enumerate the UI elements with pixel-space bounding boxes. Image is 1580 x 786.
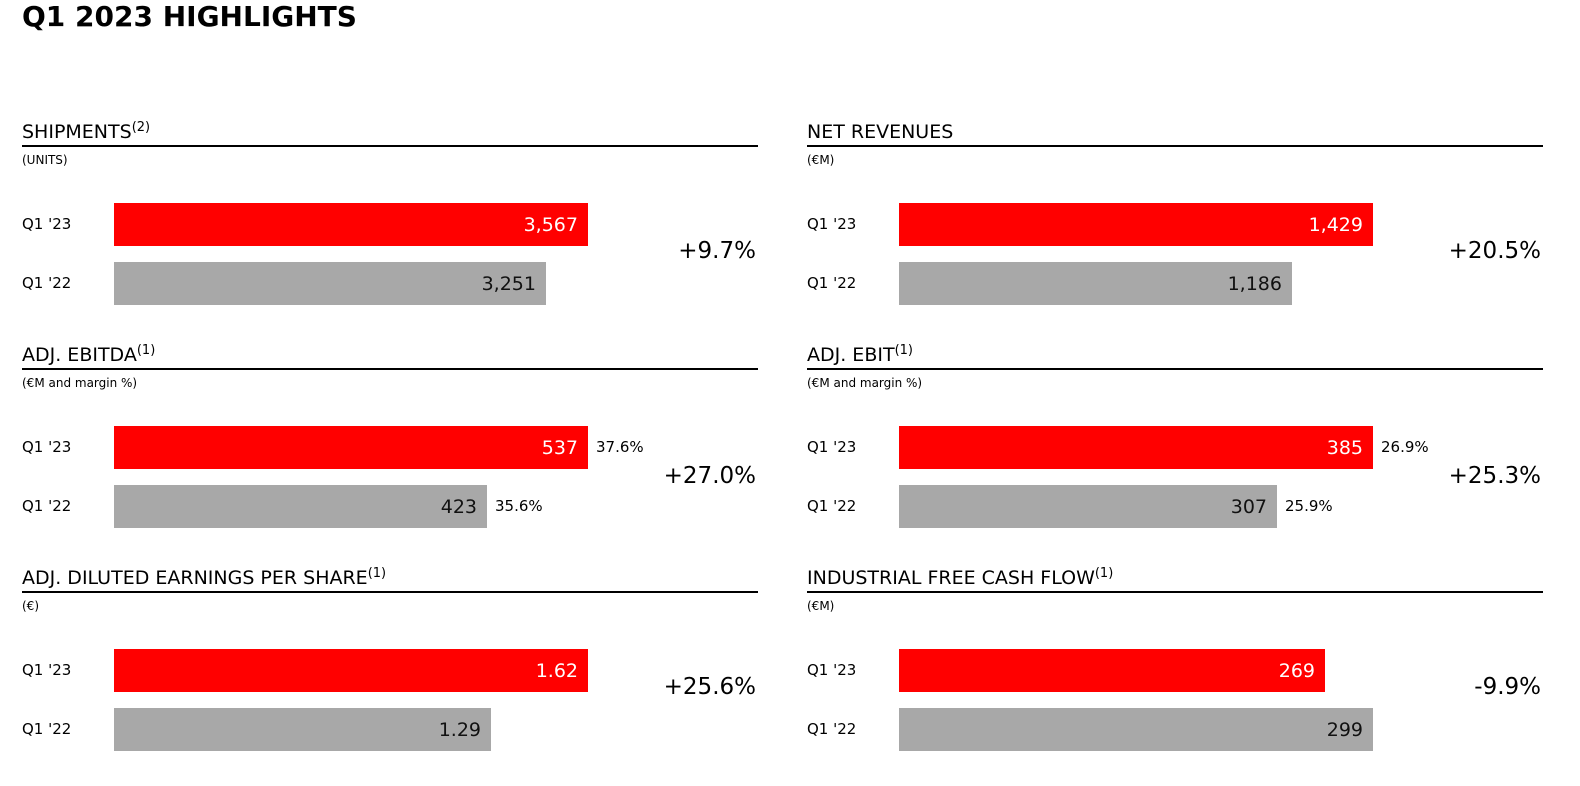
panel-header: NET REVENUES bbox=[807, 120, 1543, 147]
kpi-panel: ADJ. EBITDA(1) (€M and margin %) Q1 '23 537… bbox=[22, 343, 758, 563]
bar-value-label: 537 bbox=[541, 437, 578, 459]
bar-value-label: 1.29 bbox=[438, 719, 481, 741]
category-label: Q1 '23 bbox=[22, 661, 72, 679]
panel-title-text: ADJ. EBIT bbox=[807, 344, 895, 366]
yoy-change: -9.9% bbox=[1474, 674, 1541, 700]
bar-prior-year: 307 bbox=[899, 485, 1277, 528]
bar-prior-year: 423 bbox=[114, 485, 487, 528]
panel-title-text: INDUSTRIAL FREE CASH FLOW bbox=[807, 567, 1095, 589]
category-label: Q1 '22 bbox=[807, 497, 857, 515]
panel-title: SHIPMENTS(2) bbox=[22, 121, 150, 143]
panel-unit: (€M) bbox=[807, 599, 835, 613]
bar-current-year: 385 bbox=[899, 426, 1373, 469]
bar-value-label: 1,429 bbox=[1308, 214, 1363, 236]
yoy-change: +9.7% bbox=[678, 238, 756, 264]
panel-unit: (UNITS) bbox=[22, 153, 68, 167]
panel-title: ADJ. DILUTED EARNINGS PER SHARE(1) bbox=[22, 567, 386, 589]
panel-title: NET REVENUES bbox=[807, 121, 953, 143]
panel-header: ADJ. DILUTED EARNINGS PER SHARE(1) bbox=[22, 566, 758, 593]
panel-title-text: ADJ. EBITDA bbox=[22, 344, 137, 366]
margin-label: 35.6% bbox=[495, 497, 543, 515]
footnote-marker: (1) bbox=[136, 343, 156, 358]
panel-title: ADJ. EBITDA(1) bbox=[22, 344, 155, 366]
yoy-change: +25.6% bbox=[663, 674, 756, 700]
bar-current-year: 537 bbox=[114, 426, 588, 469]
bar-value-label: 385 bbox=[1326, 437, 1363, 459]
bar-current-year: 1,429 bbox=[899, 203, 1373, 246]
bar-value-label: 269 bbox=[1278, 660, 1315, 682]
bar-current-year: 269 bbox=[899, 649, 1325, 692]
kpi-panel: ADJ. EBIT(1) (€M and margin %) Q1 '23 385 26… bbox=[807, 343, 1543, 563]
bar-current-year: 1.62 bbox=[114, 649, 588, 692]
category-label: Q1 '22 bbox=[807, 274, 857, 292]
category-label: Q1 '23 bbox=[807, 215, 857, 233]
bar-value-label: 423 bbox=[440, 496, 477, 518]
panel-unit: (€M and margin %) bbox=[807, 376, 923, 390]
category-label: Q1 '23 bbox=[807, 661, 857, 679]
category-label: Q1 '22 bbox=[807, 720, 857, 738]
kpi-panel: INDUSTRIAL FREE CASH FLOW(1) (€M) Q1 '23 26… bbox=[807, 566, 1543, 786]
panel-title: ADJ. EBIT(1) bbox=[807, 344, 913, 366]
panel-title: INDUSTRIAL FREE CASH FLOW(1) bbox=[807, 567, 1113, 589]
category-label: Q1 '23 bbox=[22, 438, 72, 456]
panel-header: ADJ. EBITDA(1) bbox=[22, 343, 758, 370]
category-label: Q1 '23 bbox=[22, 215, 72, 233]
bar-prior-year: 1,186 bbox=[899, 262, 1292, 305]
yoy-change: +20.5% bbox=[1448, 238, 1541, 264]
category-label: Q1 '22 bbox=[22, 274, 72, 292]
kpi-panel: NET REVENUES (€M) Q1 '23 1,429 Q1 '22 1,186 +2… bbox=[807, 120, 1543, 340]
panel-title-text: SHIPMENTS bbox=[22, 121, 132, 143]
yoy-change: +25.3% bbox=[1448, 463, 1541, 489]
kpi-panel: ADJ. DILUTED EARNINGS PER SHARE(1) (€) Q1 … bbox=[22, 566, 758, 786]
panel-title-text: ADJ. DILUTED EARNINGS PER SHARE bbox=[22, 567, 368, 589]
margin-label: 26.9% bbox=[1381, 438, 1429, 456]
panel-unit: (€M and margin %) bbox=[22, 376, 138, 390]
footnote-marker: (1) bbox=[1094, 566, 1114, 581]
panel-unit: (€M) bbox=[807, 153, 835, 167]
category-label: Q1 '22 bbox=[22, 720, 72, 738]
bar-value-label: 3,567 bbox=[523, 214, 578, 236]
bar-value-label: 307 bbox=[1230, 496, 1267, 518]
yoy-change: +27.0% bbox=[663, 463, 756, 489]
category-label: Q1 '23 bbox=[807, 438, 857, 456]
panel-unit: (€) bbox=[22, 599, 39, 613]
panel-header: ADJ. EBIT(1) bbox=[807, 343, 1543, 370]
bar-prior-year: 3,251 bbox=[114, 262, 546, 305]
bar-prior-year: 299 bbox=[899, 708, 1373, 751]
bar-prior-year: 1.29 bbox=[114, 708, 491, 751]
footnote-marker: (2) bbox=[131, 120, 151, 135]
footnote-marker: (1) bbox=[894, 343, 913, 358]
category-label: Q1 '22 bbox=[22, 497, 72, 515]
bar-value-label: 3,251 bbox=[481, 273, 536, 295]
bar-value-label: 299 bbox=[1326, 719, 1363, 741]
kpi-panel: SHIPMENTS(2) (UNITS) Q1 '23 3,567 Q1 '22 3,25… bbox=[22, 120, 758, 340]
bar-current-year: 3,567 bbox=[114, 203, 588, 246]
panel-header: INDUSTRIAL FREE CASH FLOW(1) bbox=[807, 566, 1543, 593]
panel-title-text: NET REVENUES bbox=[807, 121, 954, 143]
margin-label: 25.9% bbox=[1285, 497, 1333, 515]
bar-value-label: 1.62 bbox=[535, 660, 578, 682]
footnote-marker: (1) bbox=[367, 566, 387, 581]
panel-header: SHIPMENTS(2) bbox=[22, 120, 758, 147]
margin-label: 37.6% bbox=[596, 438, 644, 456]
bar-value-label: 1,186 bbox=[1227, 273, 1282, 295]
page-title: Q1 2023 HIGHLIGHTS bbox=[22, 0, 357, 33]
